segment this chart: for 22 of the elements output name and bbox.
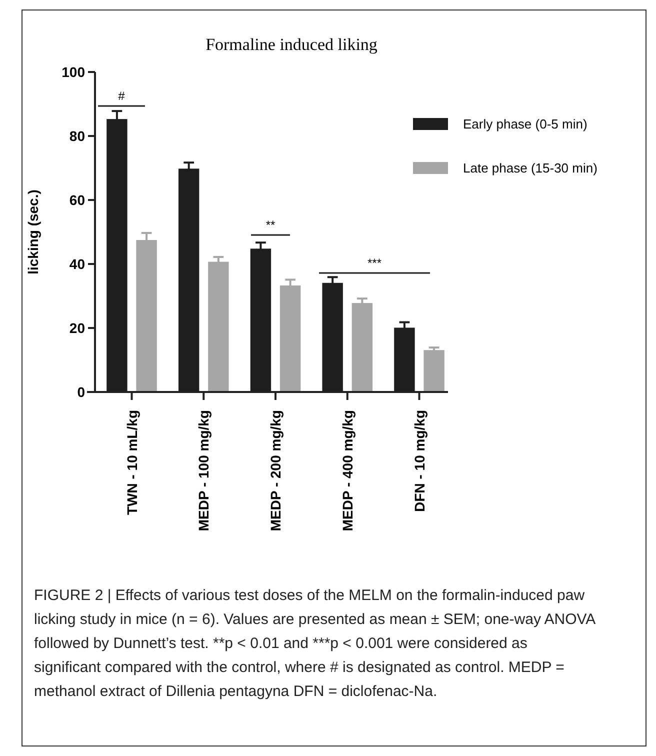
x-tick-label: TWN - 10 mL/kg bbox=[124, 410, 140, 516]
x-tick-label: DFN - 10 mg/kg bbox=[411, 410, 428, 512]
y-tick-label: 60 bbox=[69, 192, 86, 208]
y-tick-label: 100 bbox=[62, 64, 86, 80]
chart-title: Formaline induced liking bbox=[206, 35, 378, 54]
caption: FIGURE 2 | Effects of various test doses of the MELM on the formalin-induced paw licking study in mice (n = 6). Values are presented as mean ± SEM; one-way ANOVA followed by Dunnett’s test. **p < 0.01 and ***p < 0.001 were considered as significant compared with the control, where # is designated as control. MEDP = methanol extract of Dillenia pentagyna DFN = diclofenac-Na. bbox=[34, 587, 596, 700]
legend-label: Early phase (0-5 min) bbox=[463, 116, 588, 132]
x-tick-label: MEDP - 200 mg/kg bbox=[268, 410, 284, 532]
y-axis-title: licking (sec.) bbox=[25, 190, 41, 274]
y-tick-label: 0 bbox=[77, 384, 86, 400]
bar bbox=[424, 350, 444, 392]
annotation: ** bbox=[266, 218, 276, 232]
x-tick-label: MEDP - 100 mg/kg bbox=[196, 410, 212, 532]
annotation: # bbox=[118, 89, 126, 103]
annotation: *** bbox=[367, 256, 382, 270]
legend-label: Late phase (15-30 min) bbox=[463, 160, 598, 176]
bar bbox=[352, 303, 373, 392]
x-tick-label: MEDP - 400 mg/kg bbox=[339, 410, 356, 532]
bar bbox=[208, 262, 229, 392]
y-tick-label: 20 bbox=[69, 320, 86, 336]
y-tick-label: 80 bbox=[69, 128, 86, 144]
y-tick-label: 40 bbox=[69, 256, 86, 272]
